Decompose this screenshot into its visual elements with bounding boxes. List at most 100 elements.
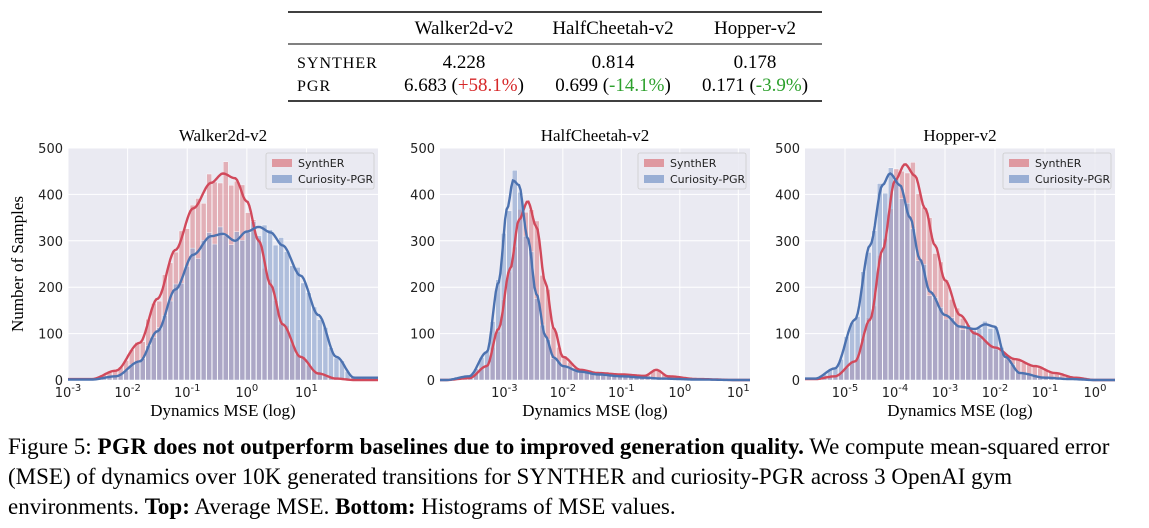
histogram-bar-pgr (333, 357, 340, 381)
column-header-walker: Walker2d-v2 (415, 18, 514, 39)
legend-swatch-pgr (644, 175, 664, 183)
tick-exponent: -1 (191, 383, 201, 394)
x-tick-label: 101 (727, 383, 750, 401)
x-tick-label: 10-4 (882, 383, 909, 401)
y-tick-label: 300 (775, 235, 800, 250)
results-table: Walker2d-v2 HalfCheetah-v2 Hopper-v2 SYN… (288, 11, 822, 102)
cell-value: 6.683 (404, 75, 447, 96)
histogram-bar-pgr (567, 368, 573, 381)
cell-value: 0.171 (702, 75, 745, 96)
caption-method-bold: PGR (97, 434, 148, 459)
histogram-bar-pgr (512, 170, 518, 381)
y-tick-label: 0 (427, 374, 435, 389)
tick-exponent: -2 (131, 383, 141, 394)
histogram-bar-pgr (223, 235, 229, 381)
histogram-bar-pgr (189, 247, 196, 381)
column-header-halfcheetah: HalfCheetah-v2 (552, 18, 673, 39)
tick-exponent: 0 (1100, 383, 1106, 394)
histogram-bar-pgr (910, 228, 916, 381)
histogram-bar-pgr (278, 237, 284, 381)
histogram-bar-pgr (932, 297, 938, 381)
histogram-bar-pgr (965, 324, 971, 381)
cell-synther-hopper: 0.178 (734, 52, 777, 73)
histogram-bar-pgr (915, 260, 922, 381)
histogram-bar-pgr (987, 328, 994, 381)
delta-decrease: -14.1% (609, 75, 665, 96)
histogram-bar-pgr (156, 327, 163, 381)
histogram-bar-pgr (949, 317, 955, 381)
histogram-bar-pgr (317, 319, 323, 381)
kde-line-synther (805, 163, 1115, 382)
histogram-bar-pgr (849, 322, 855, 381)
y-tick-label: 300 (410, 235, 435, 250)
y-tick-label: 400 (775, 188, 800, 203)
x-axis-label: Dynamics MSE (log) (150, 401, 295, 420)
cell-synther-walker: 4.228 (443, 52, 486, 73)
histogram-bar-pgr (239, 240, 246, 381)
histogram-bar-pgr (578, 371, 584, 381)
legend-box (265, 152, 375, 190)
x-tick-label: 10-3 (55, 383, 82, 401)
caption-bottom-text: Histograms of MSE values. (421, 494, 676, 519)
legend-swatch-synther (1009, 159, 1029, 167)
histogram-bar-pgr (832, 367, 839, 381)
kde-line-pgr (805, 172, 1115, 382)
x-tick-label: 10-3 (491, 383, 518, 401)
y-tick-label: 100 (38, 328, 63, 343)
chart-title: Hopper-v2 (923, 126, 996, 145)
histogram-bar-pgr (971, 330, 977, 381)
x-tick-label: 100 (235, 383, 258, 401)
histogram-bar-pgr (261, 224, 268, 381)
histogram-bar-pgr (926, 295, 933, 381)
tick-exponent: -3 (948, 383, 958, 394)
legend-box (1002, 152, 1112, 190)
x-tick-label: 101 (295, 383, 318, 401)
histogram-bar-pgr (982, 320, 988, 381)
histogram-bar-pgr (167, 300, 174, 381)
histogram-bar-pgr (245, 232, 251, 381)
tick-exponent: -3 (71, 383, 81, 394)
histogram-bar-pgr (937, 307, 944, 381)
caption-text-2: and curiosity- (631, 464, 759, 489)
caption-top-label: Top: (144, 494, 190, 519)
histogram-bar-pgr (200, 240, 207, 381)
x-tick-label: 10-1 (1032, 383, 1059, 401)
y-tick-label: 0 (55, 374, 63, 389)
legend-box (637, 152, 747, 190)
histogram-bar-pgr (893, 177, 900, 381)
figure-label: Figure 5: (8, 434, 92, 459)
y-tick-label: 100 (775, 328, 800, 343)
y-tick-label: 200 (410, 281, 435, 296)
x-tick-label: 10-1 (174, 383, 201, 401)
tick-exponent: -2 (998, 383, 1008, 394)
legend-swatch-synther (644, 159, 664, 167)
x-axis-label: Dynamics MSE (log) (522, 401, 667, 420)
histogram-bar-pgr (960, 329, 966, 381)
histogram-bar-pgr (882, 192, 888, 381)
tick-exponent: 0 (252, 383, 258, 394)
y-tick-label: 200 (775, 281, 800, 296)
tick-exponent: 1 (312, 383, 318, 394)
y-tick-label: 500 (38, 142, 63, 157)
histogram-bar-pgr (206, 232, 212, 381)
y-tick-label: 200 (38, 281, 63, 296)
tick-exponent: 0 (685, 383, 691, 394)
y-tick-label: 300 (38, 235, 63, 250)
chart-legend: SynthER Curiosity-PGR (637, 152, 747, 190)
histogram-bar-pgr (506, 210, 512, 381)
x-tick-label: 100 (1084, 383, 1107, 401)
y-tick-label: 500 (410, 142, 435, 157)
x-tick-label: 10-5 (832, 383, 859, 401)
kde-line-pgr (440, 179, 750, 382)
y-tick-label: 100 (410, 328, 435, 343)
legend-label-pgr: Curiosity-PGR (298, 173, 374, 186)
chart-legend: SynthER Curiosity-PGR (265, 152, 375, 190)
histogram-bar-pgr (250, 221, 257, 381)
histogram-bar-pgr (267, 229, 273, 381)
histogram-bar-pgr (295, 267, 301, 381)
kde-line-pgr (68, 225, 378, 381)
histogram-bar-pgr (173, 283, 179, 381)
